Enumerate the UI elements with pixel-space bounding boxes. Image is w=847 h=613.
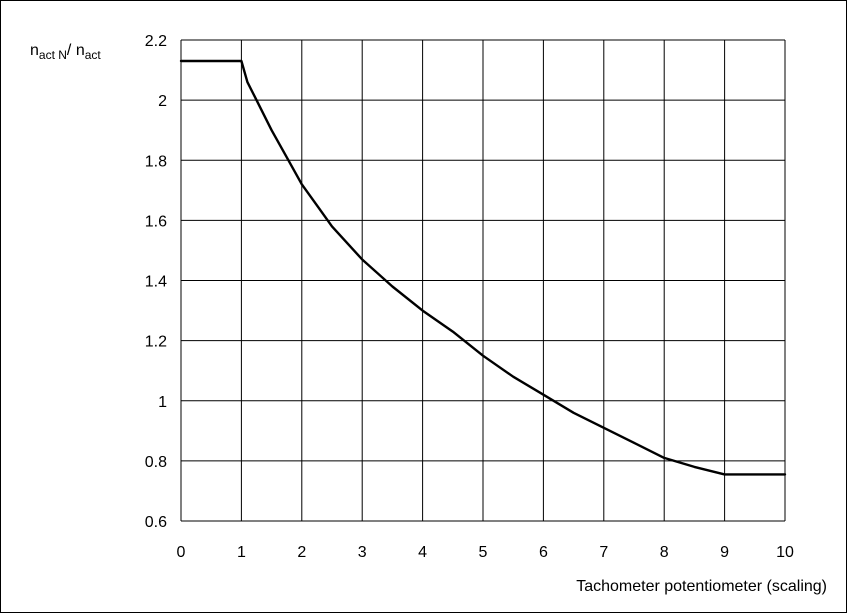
y-tick-label-2: 1 <box>158 394 167 411</box>
x-tick-label-9: 9 <box>720 544 729 561</box>
y-tick-label-4: 1.4 <box>145 274 167 291</box>
x-tick-label-8: 8 <box>660 544 669 561</box>
x-tick-label-5: 5 <box>479 544 488 561</box>
x-tick-label-7: 7 <box>599 544 608 561</box>
x-tick-label-10: 10 <box>776 544 794 561</box>
y-tick-label-0: 0.6 <box>145 514 167 531</box>
y-tick-label-3: 1.2 <box>145 334 167 351</box>
x-tick-label-2: 2 <box>297 544 306 561</box>
y-tick-label-1: 0.8 <box>145 454 167 471</box>
y-axis-label: nact N/ nact <box>30 42 101 63</box>
grid <box>180 39 786 522</box>
x-tick-label-0: 0 <box>177 544 186 561</box>
x-tick-label-6: 6 <box>539 544 548 561</box>
series-line-0 <box>179 59 787 476</box>
y-tick-label-6: 1.8 <box>145 153 167 170</box>
series-lines <box>179 59 787 476</box>
y-tick-label-5: 1.6 <box>145 213 167 230</box>
y-tick-label-7: 2 <box>158 93 167 110</box>
x-tick-label-1: 1 <box>237 544 246 561</box>
x-axis-label: Tachometer potentiometer (scaling) <box>576 578 827 595</box>
x-tick-label-4: 4 <box>418 544 427 561</box>
y-tick-labels: 0.6 0.8 1 1.2 1.4 1.6 1.8 2 2.2 <box>145 33 167 531</box>
y-tick-label-8: 2.2 <box>145 33 167 50</box>
x-tick-labels: 0 1 2 3 4 5 6 7 8 9 10 <box>177 544 794 561</box>
x-tick-label-3: 3 <box>358 544 367 561</box>
